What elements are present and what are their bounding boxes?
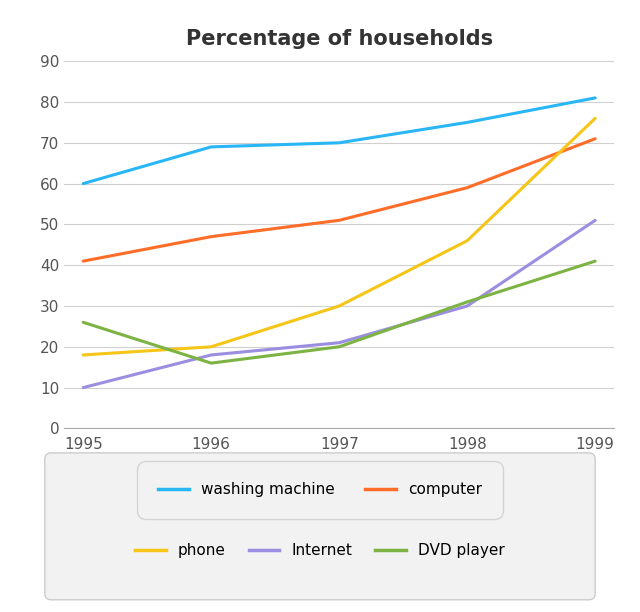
Legend: washing machine, computer: washing machine, computer: [146, 470, 494, 510]
Legend: phone, Internet, DVD player: phone, Internet, DVD player: [123, 531, 517, 571]
Title: Percentage of households: Percentage of households: [186, 29, 493, 48]
